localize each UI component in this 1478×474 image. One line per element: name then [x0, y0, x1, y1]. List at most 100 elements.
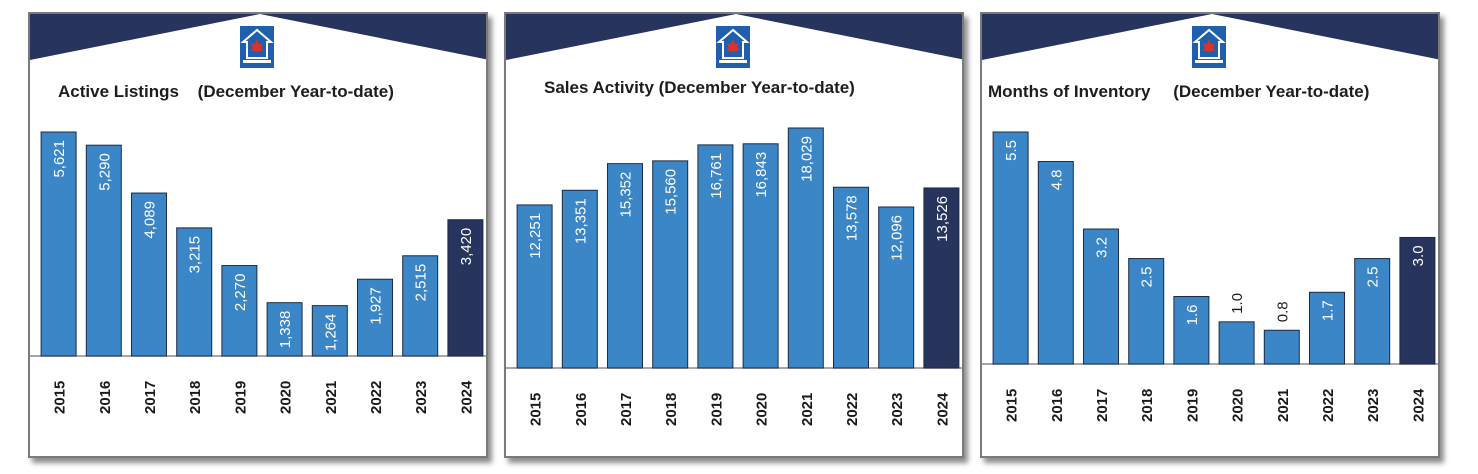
chart-title-suffix: (December Year-to-date) — [197, 82, 394, 101]
x-tick-label-2023: 2023 — [413, 381, 430, 414]
data-label-2018: 3,215 — [187, 236, 204, 274]
data-label-2023: 12,096 — [889, 215, 906, 261]
data-label-2016: 5,290 — [96, 153, 113, 191]
bar-2021 — [787, 127, 824, 369]
x-tick-label-2024: 2024 — [1410, 388, 1427, 422]
chart-panel-months-of-inventory: 5.5 2015 4.8 2016 3.2 2017 2.5 2018 1.6 2019 1.0 20… — [980, 12, 1440, 458]
bar-2024 — [1399, 236, 1436, 365]
bar-2022 — [357, 278, 393, 357]
data-label-2016: 4.8 — [1048, 170, 1065, 191]
data-label-2021: 18,029 — [798, 136, 815, 182]
bar-2017 — [607, 163, 643, 369]
bar-2017 — [131, 192, 167, 357]
bar-2020 — [1218, 321, 1255, 365]
data-label-2024: 3,420 — [458, 228, 475, 266]
data-label-2020: 1.0 — [1229, 293, 1246, 314]
data-label-2023: 2,515 — [413, 264, 430, 302]
data-label-2022: 13,578 — [844, 195, 861, 241]
bar-2020 — [266, 302, 303, 357]
data-label-2022: 1,927 — [368, 287, 385, 325]
chart-svg: 12,251 2015 13,351 2016 15,352 2017 15,560 2018… — [506, 14, 962, 426]
data-label-2020: 1,338 — [277, 311, 294, 349]
x-tick-label-2024: 2024 — [934, 392, 951, 426]
chart-panel-active-listings: 5,621 2015 5,290 2016 4,089 2017 3,215 2018 2,27… — [28, 12, 488, 458]
x-tick-label-2018: 2018 — [187, 381, 204, 414]
data-label-2017: 3.2 — [1094, 237, 1111, 258]
data-label-2017: 15,352 — [618, 172, 635, 218]
x-tick-label-2018: 2018 — [1139, 389, 1156, 422]
data-label-2021: 1,264 — [322, 314, 339, 352]
chart-title-suffix: (December Year-to-date) — [1173, 82, 1370, 101]
x-tick-label-2020: 2020 — [278, 381, 295, 414]
chart-title-main: Active Listings — [58, 82, 179, 101]
chart-title: Months of Inventory (December Year-to-da… — [988, 82, 1369, 102]
bar-2023 — [402, 255, 439, 357]
x-tick-label-2021: 2021 — [323, 381, 340, 414]
bar-2022 — [1309, 291, 1345, 365]
data-label-2019: 1.6 — [1184, 305, 1201, 326]
x-tick-label-2018: 2018 — [663, 393, 680, 426]
x-tick-label-2017: 2017 — [142, 381, 159, 414]
bar-2021 — [1263, 329, 1300, 365]
x-tick-label-2017: 2017 — [1094, 389, 1111, 422]
bar-2017 — [1083, 228, 1119, 365]
chart-svg: 5,621 2015 5,290 2016 4,089 2017 3,215 2018 2,27… — [30, 14, 486, 414]
x-tick-label-2024: 2024 — [458, 380, 475, 414]
bar-2015 — [40, 131, 77, 357]
x-tick-label-2022: 2022 — [368, 381, 385, 414]
header-band — [982, 14, 1438, 60]
bar-2016 — [1037, 161, 1074, 365]
bar-2024 — [447, 219, 484, 357]
x-tick-label-2015: 2015 — [1004, 389, 1021, 422]
x-tick-label-2023: 2023 — [1365, 389, 1382, 422]
bar-2016 — [561, 189, 598, 369]
x-tick-label-2015: 2015 — [52, 381, 69, 414]
data-label-2015: 12,251 — [527, 213, 544, 259]
chart-title-main: Sales Activity (December Year-to-date) — [544, 78, 855, 97]
x-tick-label-2017: 2017 — [618, 393, 635, 426]
data-label-2017: 4,089 — [142, 201, 159, 239]
x-tick-label-2022: 2022 — [1320, 389, 1337, 422]
data-label-2024: 3.0 — [1410, 245, 1427, 266]
x-tick-label-2019: 2019 — [708, 393, 725, 426]
x-tick-label-2016: 2016 — [97, 381, 114, 414]
data-label-2019: 16,761 — [708, 153, 725, 199]
bar-2024 — [923, 187, 960, 369]
x-tick-label-2020: 2020 — [1230, 389, 1247, 422]
bar-2018 — [652, 160, 689, 369]
bar-2022 — [833, 186, 869, 369]
chart-title: Sales Activity (December Year-to-date) — [544, 78, 855, 98]
chart-title-main: Months of Inventory — [988, 82, 1151, 101]
bar-2021 — [311, 305, 348, 357]
header-band — [506, 14, 962, 60]
data-label-2016: 13,351 — [572, 198, 589, 244]
data-label-2022: 1.7 — [1320, 300, 1337, 321]
bar-2023 — [878, 206, 915, 369]
x-tick-label-2019: 2019 — [1184, 389, 1201, 422]
bar-2016 — [85, 144, 122, 357]
chart-panel-sales-activity: 12,251 2015 13,351 2016 15,352 2017 15,560 2018… — [504, 12, 964, 458]
bar-2018 — [1128, 258, 1165, 365]
header-band — [30, 14, 486, 60]
bar-2020 — [742, 143, 779, 369]
data-label-2024: 13,526 — [934, 196, 951, 242]
x-tick-label-2021: 2021 — [799, 393, 816, 426]
bar-2018 — [176, 227, 213, 357]
x-tick-label-2016: 2016 — [573, 393, 590, 426]
data-label-2023: 2.5 — [1365, 267, 1382, 288]
data-label-2015: 5,621 — [51, 140, 68, 178]
x-tick-label-2023: 2023 — [889, 393, 906, 426]
bar-2015 — [992, 131, 1029, 365]
x-tick-label-2015: 2015 — [528, 393, 545, 426]
chart-title: Active Listings (December Year-to-date) — [58, 82, 394, 102]
bar-2019 — [697, 144, 734, 369]
x-tick-label-2019: 2019 — [232, 381, 249, 414]
bar-2023 — [1354, 258, 1391, 365]
ottawa-logo — [1190, 24, 1228, 70]
data-label-2018: 15,560 — [663, 169, 680, 215]
bar-2015 — [516, 204, 553, 369]
x-tick-label-2022: 2022 — [844, 393, 861, 426]
chart-svg: 5.5 2015 4.8 2016 3.2 2017 2.5 2018 1.6 2019 1.0 20… — [982, 14, 1438, 422]
x-tick-label-2020: 2020 — [754, 393, 771, 426]
data-label-2019: 2,270 — [232, 274, 249, 312]
